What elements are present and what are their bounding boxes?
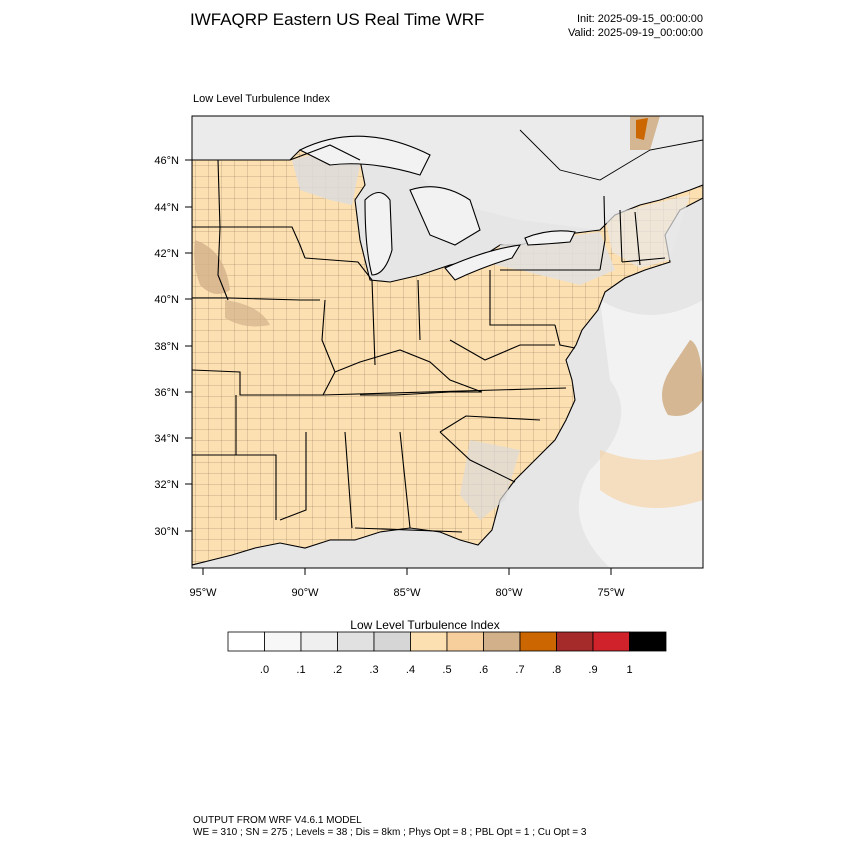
field-label: Low Level Turbulence Index xyxy=(193,93,330,105)
colorbar-swatch xyxy=(556,631,594,652)
lat-tick-label: 30°N xyxy=(154,526,179,538)
colorbar-swatch xyxy=(337,631,375,652)
colorbar-tick-label: .3 xyxy=(369,664,378,676)
colorbar-swatch xyxy=(629,631,667,652)
lat-tick-label: 38°N xyxy=(154,341,179,353)
low-index-patch-georgia xyxy=(460,440,520,520)
colorbar-swatch xyxy=(373,631,411,652)
colorbar-tick-label: .1 xyxy=(296,664,305,676)
lake-michigan xyxy=(364,191,393,276)
lat-tick-label: 42°N xyxy=(154,248,179,260)
lon-axis: 95°W 90°W 85°W 80°W 75°W xyxy=(189,568,625,599)
colorbar-swatch xyxy=(227,631,265,652)
lake-huron xyxy=(409,186,481,246)
colorbar-swatch xyxy=(446,631,484,652)
colorbar-swatch xyxy=(519,631,557,652)
lat-axis: 46°N 44°N 42°N 40°N 38°N 36°N 34°N 32°N … xyxy=(154,155,192,538)
lon-tick-label: 85°W xyxy=(393,587,421,599)
lat-tick-label: 40°N xyxy=(154,294,179,306)
colorbar-swatch xyxy=(300,631,338,652)
lat-tick-label: 44°N xyxy=(154,202,179,214)
colorbar-tick-label: .7 xyxy=(515,664,524,676)
colorbar-tick-label: .8 xyxy=(552,664,561,676)
lat-tick-label: 46°N xyxy=(154,155,179,167)
colorbar-swatch xyxy=(483,631,521,652)
lake-ontario xyxy=(524,230,576,246)
low-index-patch-new-england xyxy=(605,195,690,268)
moderate-index-missouri xyxy=(225,300,270,327)
colorbar-swatch xyxy=(264,631,302,652)
colorbar-labels: .0 .1 .2 .3 .4 .5 .6 .7 .8 .9 1 xyxy=(260,664,633,676)
init-time: Init: 2025-09-15_00:00:00 xyxy=(577,13,703,25)
lat-tick-label: 36°N xyxy=(154,387,179,399)
lon-tick-label: 75°W xyxy=(597,587,625,599)
state-boundaries xyxy=(192,159,666,533)
low-index-patch-new-york xyxy=(495,232,615,285)
colorbar-tick-label: .0 xyxy=(260,664,269,676)
lat-tick-label: 34°N xyxy=(154,433,179,445)
model-footer-line2: WE = 310 ; SN = 275 ; Levels = 38 ; Dis … xyxy=(193,827,587,838)
colorbar-swatch xyxy=(592,631,630,652)
colorbar-tick-label: .2 xyxy=(333,664,342,676)
moderate-index-offshore xyxy=(661,340,703,416)
colorbar-tick-label: .4 xyxy=(406,664,415,676)
colorbar xyxy=(227,631,667,652)
valid-time: Valid: 2025-09-19_00:00:00 xyxy=(568,27,703,39)
colorbar-swatch xyxy=(410,631,448,652)
high-index-quebec xyxy=(636,118,648,140)
lon-tick-label: 80°W xyxy=(495,587,523,599)
lat-tick-label: 32°N xyxy=(154,479,179,491)
lon-tick-label: 95°W xyxy=(189,587,217,599)
moderate-index-iowa xyxy=(194,240,230,294)
canada-province-line xyxy=(519,129,703,181)
map-panel xyxy=(192,116,703,568)
colorbar-tick-label: .6 xyxy=(479,664,488,676)
lake-erie xyxy=(444,244,522,281)
border-line xyxy=(289,144,361,161)
model-footer-line1: OUTPUT FROM WRF V4.6.1 MODEL xyxy=(193,815,362,826)
colorbar-tick-label: .9 xyxy=(588,664,597,676)
plot-title: IWFAQRP Eastern US Real Time WRF xyxy=(190,10,485,29)
lon-tick-label: 90°W xyxy=(291,587,319,599)
low-index-offshore-band xyxy=(600,450,703,508)
colorbar-tick-label: 1 xyxy=(626,664,632,676)
colorbar-title: Low Level Turbulence Index xyxy=(350,618,500,632)
map-frame xyxy=(191,115,704,569)
colorbar-tick-label: .5 xyxy=(442,664,451,676)
